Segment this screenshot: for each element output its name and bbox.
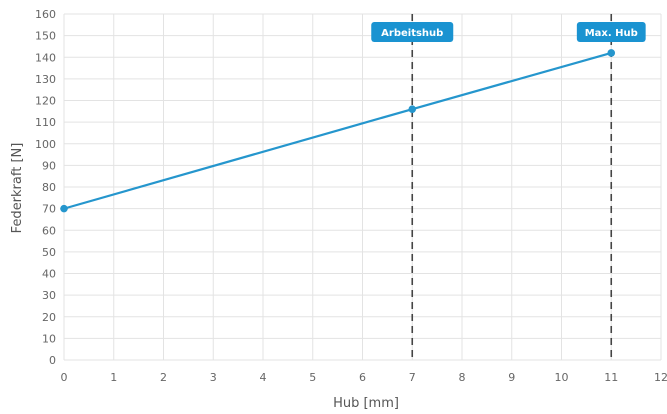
annotation-markers: Arbeitshub Max. Hub <box>371 14 646 360</box>
y-axis-title: Federkraft [N] <box>10 143 25 234</box>
data-point[interactable] <box>60 204 68 213</box>
x-tick-label: 10 <box>555 371 569 384</box>
x-axis-ticks: 0 1 2 3 4 5 6 7 8 9 10 11 12 <box>61 371 667 384</box>
x-tick-label: 8 <box>459 371 466 384</box>
x-tick-label: 7 <box>409 371 416 384</box>
x-tick-label: 3 <box>210 371 217 384</box>
x-tick-label: 4 <box>260 371 267 384</box>
y-tick-label: 160 <box>35 8 56 21</box>
y-tick-label: 80 <box>42 181 56 194</box>
y-tick-label: 0 <box>49 354 56 367</box>
annotation-badge <box>371 22 454 42</box>
x-tick-label: 0 <box>61 371 68 384</box>
y-tick-label: 50 <box>42 246 56 259</box>
y-tick-label: 60 <box>42 224 56 237</box>
x-tick-label: 1 <box>110 371 117 384</box>
annotation-label: Arbeitshub <box>381 28 443 39</box>
y-tick-label: 10 <box>42 332 56 345</box>
annotation-label: Max. Hub <box>585 28 638 39</box>
data-point[interactable] <box>607 49 616 57</box>
x-tick-label: 2 <box>160 371 167 384</box>
y-tick-label: 70 <box>42 203 56 216</box>
x-tick-label: 12 <box>654 371 667 384</box>
y-tick-label: 110 <box>35 116 56 129</box>
x-tick-label: 9 <box>508 371 515 384</box>
y-tick-label: 140 <box>35 51 56 64</box>
data-point[interactable] <box>408 105 417 113</box>
y-tick-label: 20 <box>42 311 56 324</box>
y-tick-label: 90 <box>42 159 56 172</box>
grid <box>63 13 662 361</box>
x-tick-label: 6 <box>359 371 366 384</box>
y-tick-label: 120 <box>35 95 56 108</box>
x-tick-label: 11 <box>604 371 618 384</box>
y-tick-label: 30 <box>42 289 56 302</box>
series-line <box>63 51 612 210</box>
y-tick-label: 130 <box>35 73 56 86</box>
annotation-badge <box>576 22 646 42</box>
y-tick-label: 150 <box>35 30 56 43</box>
x-tick-label: 5 <box>309 371 316 384</box>
y-axis-ticks: 0 10 20 30 40 50 60 70 80 90 100 110 120 130 140 150 160 <box>35 8 56 367</box>
y-tick-label: 100 <box>35 138 56 151</box>
y-tick-label: 40 <box>42 268 56 281</box>
x-axis-title: Hub [mm] <box>333 396 399 411</box>
series-layer <box>60 49 616 213</box>
